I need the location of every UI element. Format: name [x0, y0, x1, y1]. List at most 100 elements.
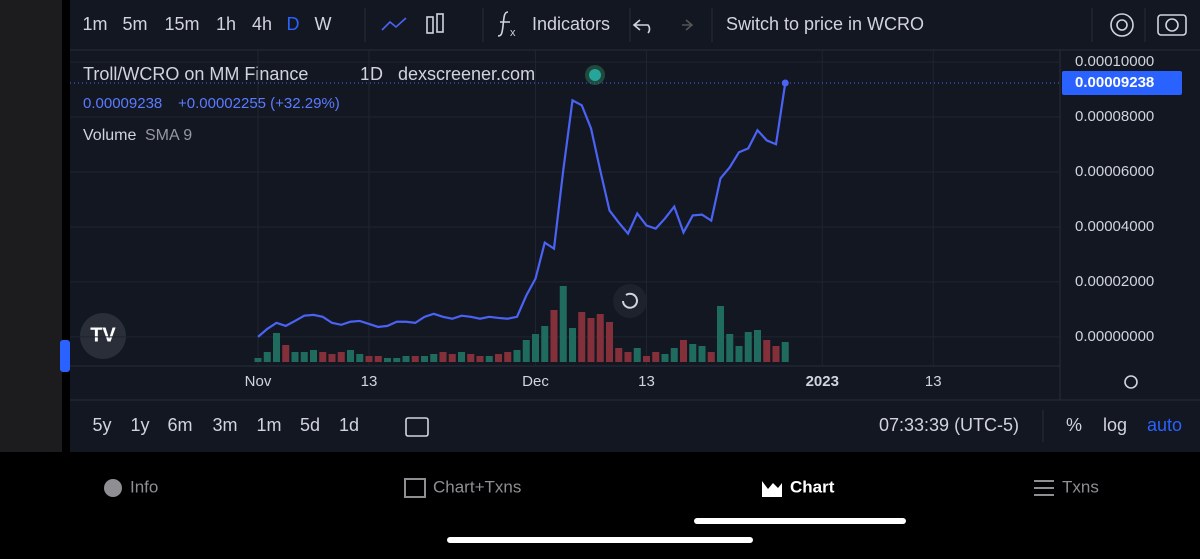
volume-bar	[347, 350, 354, 362]
log-toggle[interactable]: log	[1103, 415, 1127, 435]
volume-bar	[254, 358, 262, 362]
range-button[interactable]: 6m	[167, 415, 192, 435]
toolbar-icons	[381, 11, 1187, 437]
txns-icon	[1034, 480, 1054, 496]
side-toggle[interactable]	[60, 340, 70, 372]
x-tick-label: 13	[638, 373, 655, 390]
range-button[interactable]: 3m	[212, 415, 237, 435]
volume-label: Volume	[83, 127, 136, 144]
chart-icon	[762, 481, 782, 497]
x-tick-label: 13	[925, 373, 942, 390]
volume-bar	[522, 340, 530, 362]
volume-bar	[356, 354, 364, 362]
volume-bar	[448, 354, 456, 362]
y-tick-label: 0.00004000	[1075, 218, 1154, 235]
volume-bar	[282, 345, 290, 362]
volume-bar	[550, 310, 558, 362]
volume-bar	[717, 306, 724, 362]
volume-bar	[328, 354, 336, 362]
nav-chart-txns[interactable]: Chart+Txns	[433, 477, 521, 496]
interval-button[interactable]: 4h	[252, 14, 272, 34]
volume-bar	[476, 356, 484, 362]
volume-sma: SMA 9	[145, 127, 192, 144]
legend-price: 0.00009238	[83, 95, 162, 112]
fx-sub: x	[510, 27, 516, 39]
volume-bar	[670, 348, 678, 362]
volume-bar	[763, 340, 771, 362]
legend-change: +0.00002255 (+32.29%)	[178, 95, 340, 112]
nav-info[interactable]: Info	[130, 477, 158, 496]
tab-indicator	[694, 518, 906, 524]
logo	[80, 313, 126, 359]
info-icon	[104, 479, 122, 497]
volume-bar	[652, 352, 660, 362]
x-tick-label: Nov	[245, 373, 272, 390]
interval-button[interactable]: 5m	[122, 14, 147, 34]
volume-bar	[384, 358, 391, 362]
volume-bar	[578, 312, 586, 362]
reset-icon	[622, 292, 638, 309]
x-tick-label: 13	[361, 373, 378, 390]
volume-bar	[744, 332, 752, 362]
volume-bar	[698, 346, 706, 362]
volume-bar	[374, 356, 382, 362]
volume-bar	[624, 352, 632, 362]
range-button[interactable]: 5y	[92, 415, 111, 435]
volume-bar	[393, 358, 401, 362]
price-line	[257, 82, 787, 338]
volume-bar	[772, 346, 780, 362]
volume-bar	[606, 322, 613, 362]
volume-bar	[735, 346, 743, 362]
volume-bar	[633, 348, 641, 362]
volume-bar	[458, 352, 465, 362]
volume-bar	[541, 326, 549, 362]
volume-bar	[559, 286, 567, 362]
volume-bar	[402, 356, 410, 362]
interval-button[interactable]: 1m	[82, 14, 107, 34]
volume-bar	[615, 348, 623, 362]
status-dot-inner	[589, 69, 601, 81]
auto-toggle[interactable]: auto	[1147, 415, 1182, 435]
volume-bar	[680, 340, 687, 362]
reset-button[interactable]	[613, 284, 647, 318]
range-button[interactable]: 5d	[300, 415, 320, 435]
nav-txns[interactable]: Txns	[1062, 477, 1099, 496]
side-strip	[0, 0, 62, 452]
range-button[interactable]: 1y	[130, 415, 149, 435]
volume-bar	[643, 356, 650, 362]
interval-button[interactable]: 1h	[216, 14, 236, 34]
volume-bar	[532, 334, 539, 362]
interval-button[interactable]: 15m	[164, 14, 199, 34]
volume-bar	[273, 333, 280, 362]
range-button[interactable]: 1d	[339, 415, 359, 435]
volume-bar	[754, 330, 761, 362]
interval-button[interactable]: D	[287, 14, 300, 34]
volume-bar	[421, 356, 428, 362]
volume-bar	[504, 352, 512, 362]
interval-button[interactable]: W	[315, 14, 332, 34]
volume-bar	[781, 342, 789, 362]
y-tick-label: 0.00006000	[1075, 163, 1154, 180]
volume-bar	[291, 352, 299, 362]
switch-button[interactable]: Switch to price in WCRO	[726, 14, 924, 34]
indicators-button[interactable]: Indicators	[532, 14, 610, 34]
chart-txns-icon	[404, 478, 426, 498]
volume-bar	[300, 352, 308, 362]
volume-bar	[263, 352, 271, 362]
range-button[interactable]: 1m	[256, 415, 281, 435]
last-point	[781, 79, 789, 87]
volume-bar	[726, 334, 734, 362]
percent-toggle[interactable]: %	[1066, 415, 1082, 435]
y-tick-label: 0.00000000	[1075, 328, 1154, 345]
y-tick-label: 0.00010000	[1075, 53, 1154, 70]
last-price-label: 0.00009238	[1075, 74, 1154, 91]
symbol-title: Troll/WCRO on MM Finance	[83, 64, 308, 84]
volume-bar	[661, 354, 669, 362]
last-price-badge	[1062, 71, 1182, 96]
y-tick-label: 0.00002000	[1075, 273, 1154, 290]
nav-chart[interactable]: Chart	[790, 477, 835, 496]
volume-bar	[319, 352, 327, 362]
volume-bar	[587, 318, 595, 362]
volume-bar	[495, 354, 502, 362]
x-tick-label: 2023	[806, 373, 839, 390]
